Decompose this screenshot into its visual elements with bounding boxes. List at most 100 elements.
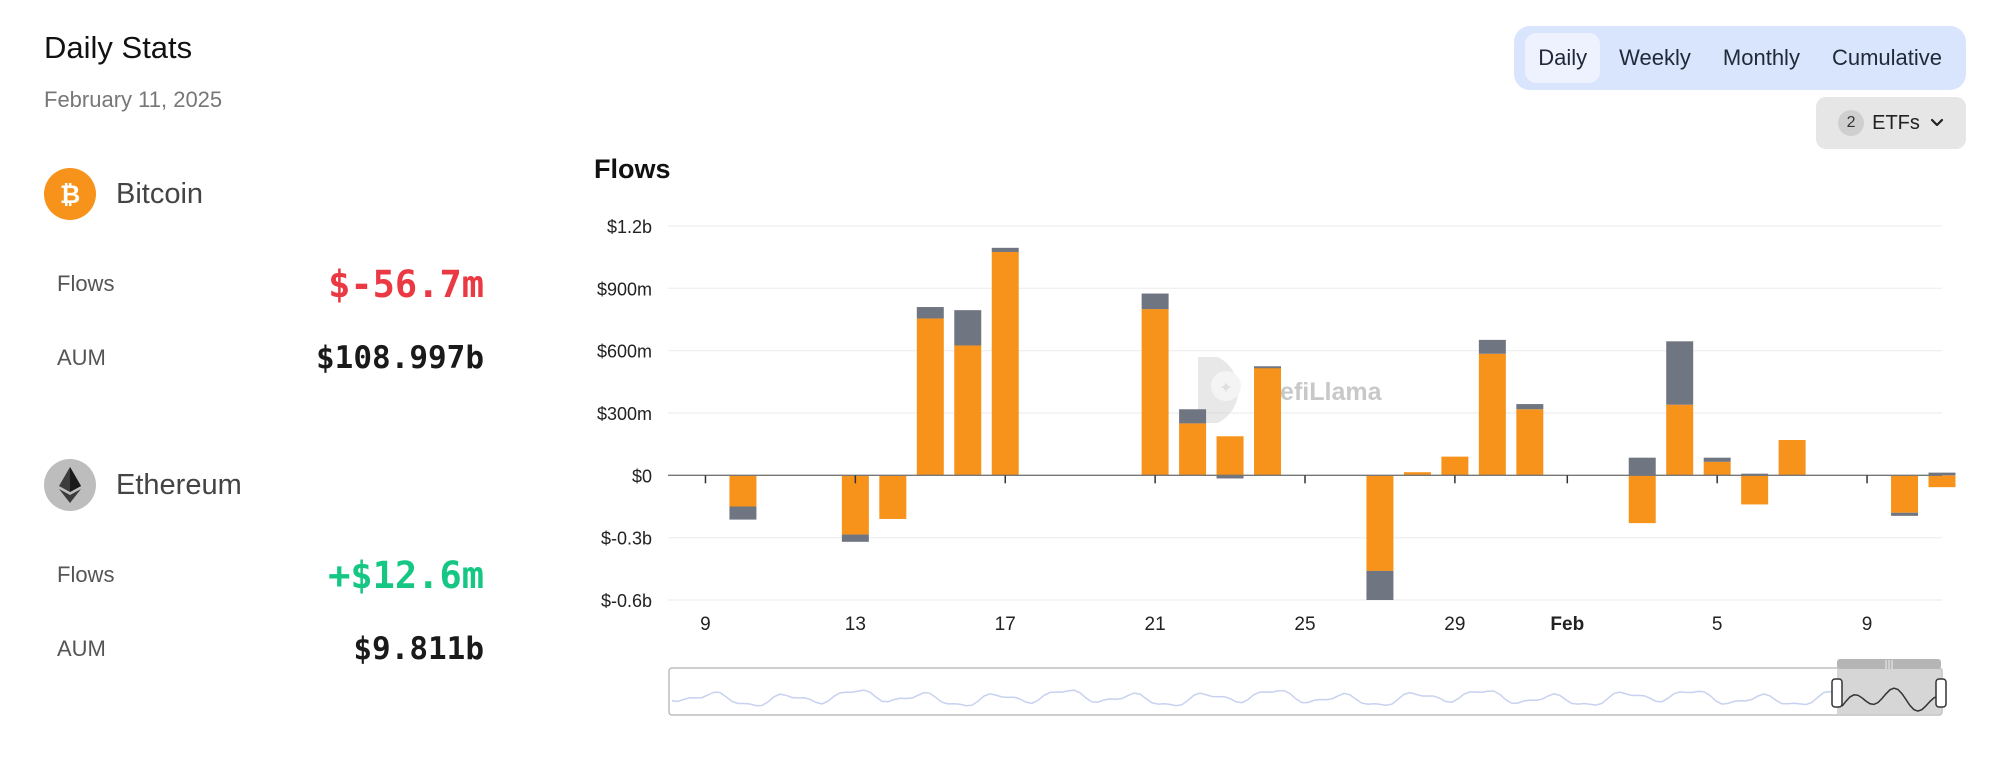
page-title: Daily Stats	[44, 30, 193, 65]
bitcoin-flow-bar	[1516, 409, 1544, 476]
y-tick-label: $1.2b	[607, 217, 652, 237]
aum-row: AUM $9.811b	[44, 612, 484, 686]
watermark: ✦ DefiLlama	[1198, 357, 1383, 423]
aum-row: AUM $108.997b	[44, 321, 484, 395]
ethereum-flow-bar	[1216, 475, 1244, 479]
navigator-right-handle[interactable]	[1935, 678, 1947, 708]
bitcoin-flow-bar	[1141, 309, 1169, 476]
y-tick-label: $-0.3b	[601, 529, 652, 549]
ethereum-icon	[44, 459, 96, 511]
etf-count-badge: 2	[1838, 110, 1865, 136]
ethereum-flow-bar	[841, 534, 869, 542]
y-tick-label: $900m	[597, 279, 652, 299]
bitcoin-flow-bar	[1778, 440, 1806, 476]
bitcoin-flow-bar	[1891, 475, 1919, 513]
asset-header: ₿ Bitcoin	[44, 168, 484, 220]
navigator-series-line	[671, 689, 1837, 707]
grip-icon: |||	[1884, 660, 1893, 670]
bitcoin-flow-bar	[1403, 472, 1431, 476]
bitcoin-flow-bar	[841, 475, 869, 535]
tab-monthly[interactable]: Monthly	[1722, 45, 1800, 70]
flows-label: Flows	[57, 562, 115, 587]
chevron-down-icon	[1930, 118, 1943, 127]
tab-weekly[interactable]: Weekly	[1619, 45, 1691, 70]
bitcoin-flow-bar	[1703, 461, 1731, 476]
ethereum-flow-bar	[1366, 570, 1394, 600]
axes: $1.2b $900m $600m $300m $0 $-0.3b $-0.6b 9 13 17 2…	[597, 217, 1942, 635]
asset-name: Ethereum	[116, 468, 242, 501]
flows-row: Flows $-56.7m	[44, 247, 484, 321]
x-tick-label: 9	[1862, 614, 1873, 635]
bitcoin-flow-bar	[954, 345, 982, 476]
bitcoin-flows-value: $-56.7m	[328, 262, 484, 306]
ethereum-flow-bar	[1666, 341, 1694, 405]
flows-row: Flows +$12.6m	[44, 538, 484, 612]
ethereum-flow-bar	[1928, 472, 1956, 476]
ethereum-flow-bar	[1741, 473, 1769, 476]
bitcoin-flow-bar	[1478, 353, 1506, 476]
bitcoin-flow-bar	[1366, 475, 1394, 571]
x-tick-label: 29	[1444, 614, 1465, 635]
y-tick-label: $-0.6b	[601, 591, 652, 611]
stats-date: February 11, 2025	[44, 87, 223, 112]
watermark-text: DefiLlama	[1262, 378, 1383, 406]
ethereum-flow-bar	[1891, 512, 1919, 516]
etf-filter-button[interactable]: 2 ETFs	[1816, 97, 1966, 149]
x-tick-label: 21	[1145, 614, 1166, 635]
bitcoin-flow-bar	[1666, 404, 1694, 476]
svg-text:✦: ✦	[1219, 378, 1232, 397]
bitcoin-flow-bar	[879, 475, 907, 519]
ethereum-flow-bar	[1478, 339, 1506, 354]
bitcoin-flow-bar	[1254, 367, 1282, 476]
ethereum-flow-bar	[1628, 457, 1656, 476]
etf-filter-label: ETFs	[1872, 111, 1920, 134]
bitcoin-icon: ₿	[44, 168, 96, 220]
ethereum-aum-value: $9.811b	[353, 631, 484, 667]
tab-cumulative[interactable]: Cumulative	[1831, 45, 1942, 70]
bitcoin-flow-bar	[916, 318, 944, 476]
ethereum-flow-bar	[1254, 366, 1282, 369]
bitcoin-flow-bar	[1216, 436, 1244, 476]
range-navigator[interactable]: |||	[668, 659, 1947, 716]
ethereum-flow-bar	[916, 307, 944, 319]
bitcoin-aum-value: $108.997b	[316, 340, 484, 376]
ethereum-flows-value: +$12.6m	[328, 553, 484, 597]
period-tabs: Daily Weekly Monthly Cumulative	[1514, 26, 1966, 90]
asset-header: Ethereum	[44, 459, 484, 511]
x-tick-label: 5	[1712, 614, 1723, 635]
defillama-logo: ✦	[1198, 357, 1241, 423]
x-tick-label: 9	[700, 614, 711, 635]
ethereum-flow-bar	[991, 247, 1019, 252]
ethereum-flow-bar	[1703, 457, 1731, 462]
asset-name: Bitcoin	[116, 177, 204, 210]
grid-lines	[668, 225, 1942, 601]
ethereum-flow-bar	[1141, 293, 1169, 310]
bitcoin-flow-bar	[1628, 475, 1656, 524]
x-tick-label: 25	[1294, 614, 1315, 635]
ethereum-flow-bar	[954, 310, 982, 346]
aum-label: AUM	[57, 345, 106, 370]
bitcoin-flow-bar	[1928, 475, 1956, 488]
asset-ethereum: Ethereum Flows +$12.6m AUM $9.811b	[44, 459, 484, 686]
svg-text:₿: ₿	[60, 180, 80, 209]
chart-title: Flows	[594, 154, 671, 184]
y-tick-label: $0	[632, 466, 652, 486]
ethereum-flow-bar	[1179, 409, 1207, 424]
x-tick-label: 13	[845, 614, 866, 635]
x-tick-label: Feb	[1550, 614, 1584, 635]
y-tick-label: $300m	[597, 404, 652, 424]
bitcoin-flow-bar	[1179, 423, 1207, 476]
navigator-scrollbar[interactable]	[1837, 659, 1941, 669]
flows-label: Flows	[57, 271, 115, 296]
bitcoin-flow-bar	[1441, 456, 1469, 476]
navigator-left-handle[interactable]	[1831, 678, 1843, 708]
tab-daily[interactable]: Daily	[1525, 33, 1601, 83]
asset-bitcoin: ₿ Bitcoin Flows $-56.7m AUM $108.997b	[44, 168, 484, 395]
navigator-selection-line	[1841, 687, 1939, 712]
ethereum-flow-bar	[729, 506, 757, 520]
ethereum-flow-bar	[1516, 404, 1544, 410]
bitcoin-flow-bar	[1741, 475, 1769, 505]
aum-label: AUM	[57, 636, 106, 661]
bitcoin-flow-bar	[729, 475, 757, 507]
